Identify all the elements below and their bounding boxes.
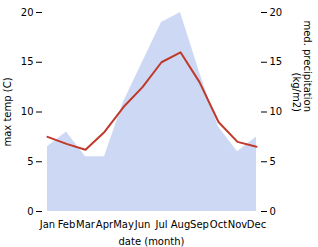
svg-text:0: 0 <box>27 206 33 217</box>
svg-text:May: May <box>113 219 134 230</box>
svg-text:Jun: Jun <box>134 219 151 230</box>
svg-text:Nov: Nov <box>228 219 248 230</box>
svg-text:Jul: Jul <box>154 219 167 230</box>
svg-text:Aug: Aug <box>171 219 191 230</box>
svg-text:10: 10 <box>270 106 283 117</box>
svg-text:20: 20 <box>21 7 34 18</box>
svg-text:med. precipitation(kg/m2): med. precipitation(kg/m2) <box>291 20 313 112</box>
svg-text:15: 15 <box>270 56 283 67</box>
svg-text:Mar: Mar <box>76 219 96 230</box>
svg-text:10: 10 <box>21 106 34 117</box>
svg-text:Jan: Jan <box>39 219 55 230</box>
svg-text:max temp (C): max temp (C) <box>2 77 13 146</box>
svg-text:20: 20 <box>270 7 283 18</box>
svg-text:Sep: Sep <box>190 219 209 230</box>
svg-text:5: 5 <box>27 156 33 167</box>
svg-text:5: 5 <box>270 156 276 167</box>
svg-text:15: 15 <box>21 56 34 67</box>
svg-text:Dec: Dec <box>247 219 266 230</box>
svg-text:date (month): date (month) <box>119 236 185 247</box>
svg-text:Oct: Oct <box>210 219 227 230</box>
svg-text:Apr: Apr <box>96 219 114 230</box>
svg-text:0: 0 <box>270 206 276 217</box>
svg-text:Feb: Feb <box>58 219 76 230</box>
